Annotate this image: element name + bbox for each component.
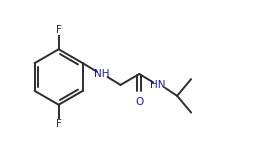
Text: O: O: [135, 97, 143, 107]
Text: F: F: [56, 25, 62, 35]
Text: NH: NH: [94, 69, 109, 79]
Text: HN: HN: [151, 80, 166, 90]
Text: F: F: [56, 119, 62, 129]
